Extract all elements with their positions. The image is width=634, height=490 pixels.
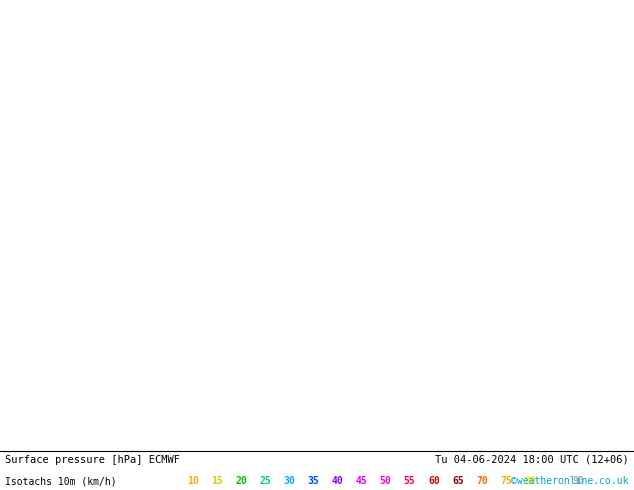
Text: 60: 60	[428, 476, 440, 486]
Text: 75: 75	[500, 476, 512, 486]
Text: 45: 45	[356, 476, 368, 486]
Text: Tu 04-06-2024 18:00 UTC (12+06): Tu 04-06-2024 18:00 UTC (12+06)	[435, 455, 629, 465]
Text: 20: 20	[235, 476, 247, 486]
Text: 40: 40	[332, 476, 344, 486]
Text: 15: 15	[211, 476, 223, 486]
Text: 85: 85	[548, 476, 560, 486]
Text: 65: 65	[452, 476, 464, 486]
Text: 55: 55	[404, 476, 416, 486]
Text: Isotachs 10m (km/h): Isotachs 10m (km/h)	[5, 476, 117, 486]
Text: 80: 80	[524, 476, 536, 486]
Text: 10: 10	[187, 476, 199, 486]
Text: 50: 50	[380, 476, 392, 486]
Text: 25: 25	[259, 476, 271, 486]
Text: 35: 35	[307, 476, 320, 486]
Text: 70: 70	[476, 476, 488, 486]
Text: 30: 30	[283, 476, 295, 486]
Text: 90: 90	[573, 476, 585, 486]
Text: ©weatheronline.co.uk: ©weatheronline.co.uk	[512, 476, 629, 486]
Text: Surface pressure [hPa] ECMWF: Surface pressure [hPa] ECMWF	[5, 455, 180, 465]
